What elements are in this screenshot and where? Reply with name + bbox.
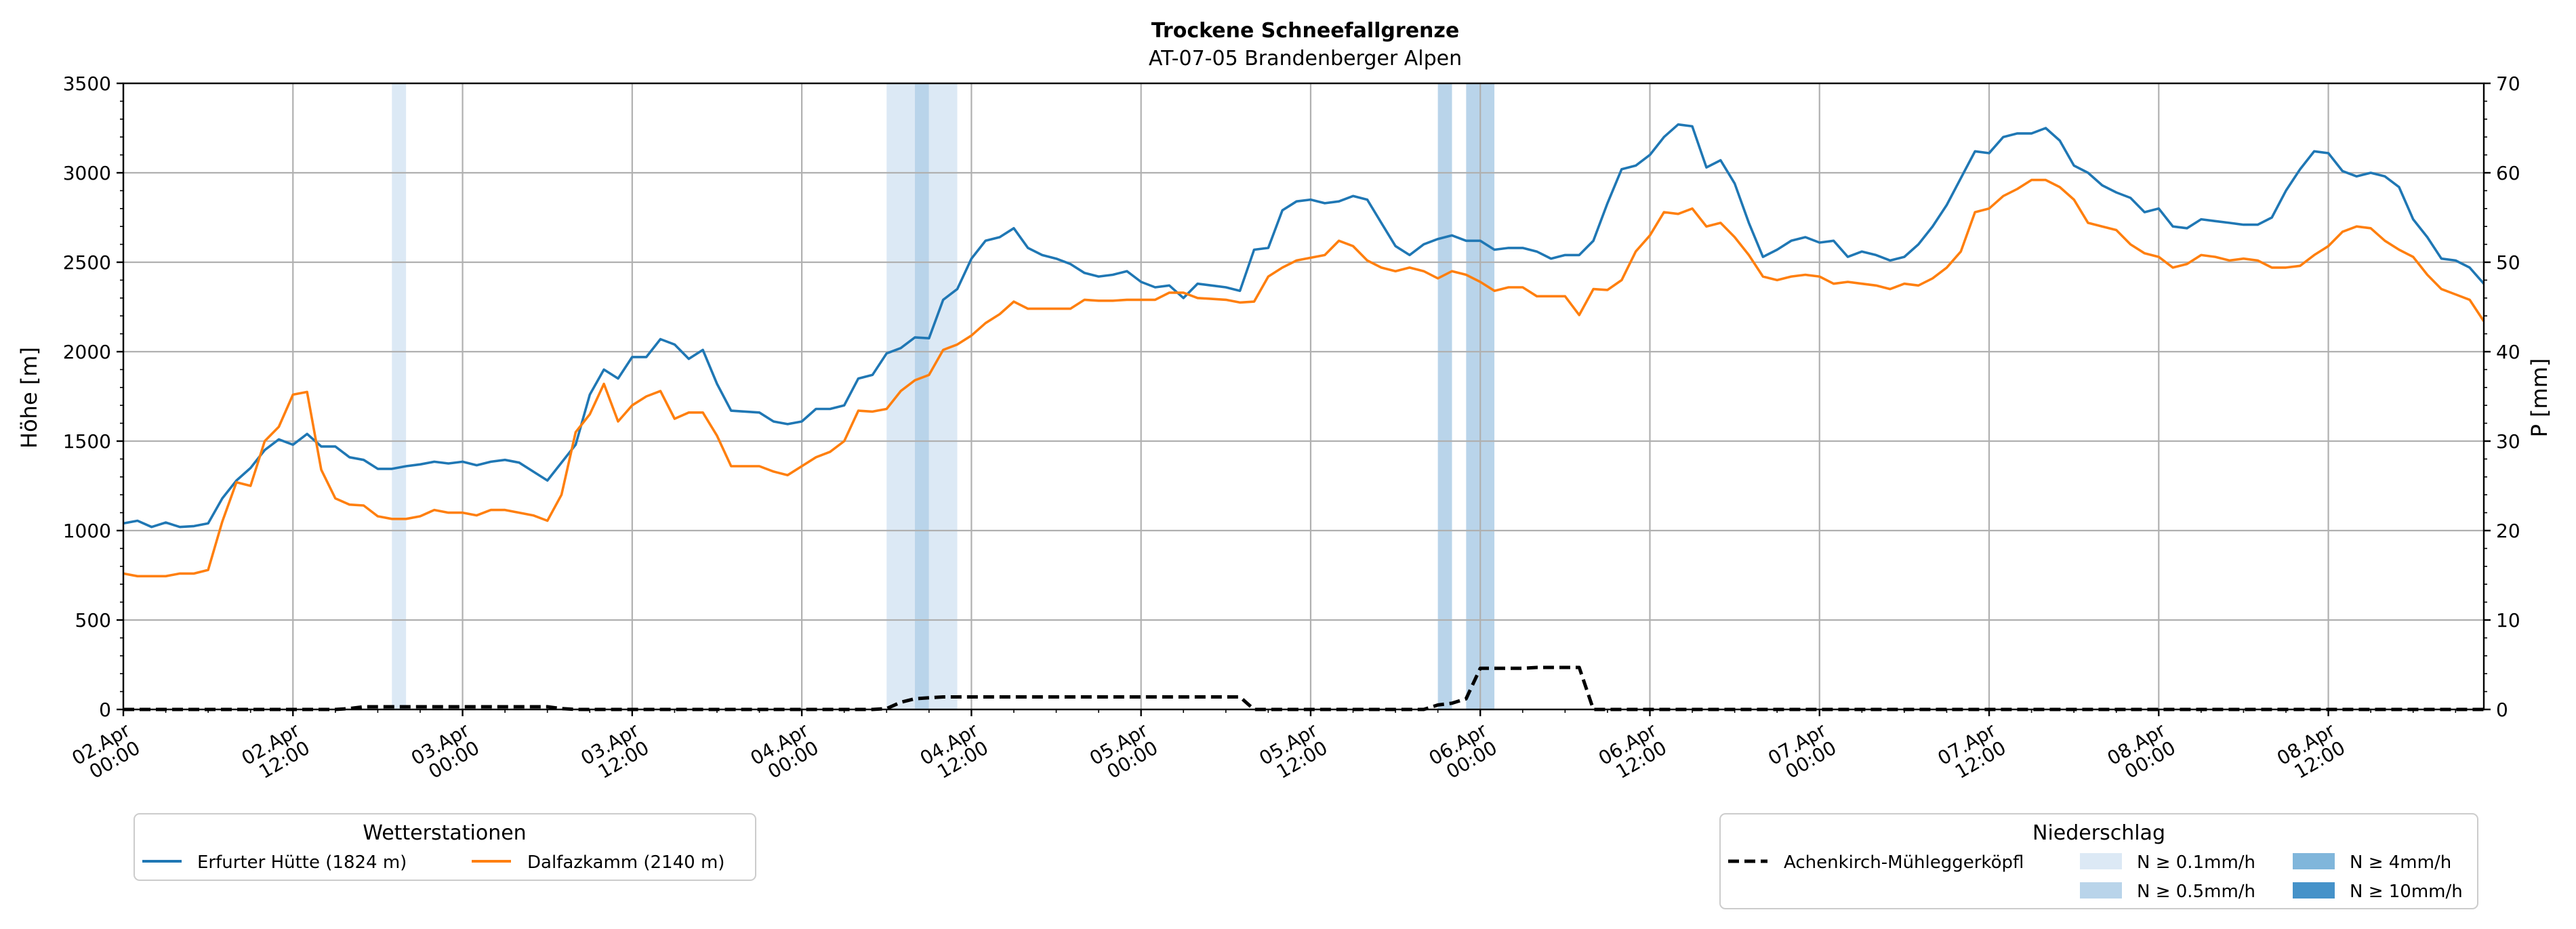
series-lines [123,123,2485,711]
y-tick-label-0: 0 [99,699,111,721]
y-tick-label-5: 2500 [63,251,111,274]
y-tick-label-6: 3000 [63,162,111,184]
y2-tick-label-3: 30 [2496,430,2520,453]
legend-label-precip-1: N ≥ 0.5mm/h [2137,882,2255,902]
y2-tick-label-0: 0 [2496,699,2508,721]
y2-tick-label-2: 20 [2496,520,2520,542]
stations-legend-frame [134,813,756,881]
legend-label-dalfazkamm: Dalfazkamm (2140 m) [527,852,724,873]
precip-band-4 [1437,83,1452,709]
legend-swatch-precip-1 [2080,882,2122,899]
precip-band-3 [928,83,958,709]
stations-legend: Wetterstationen Erfurter Hütte (1824 m) … [134,813,756,881]
y2-tick-label-6: 60 [2496,162,2520,184]
legend-swatch-precip-0 [2080,853,2122,869]
y2-tick-label-5: 50 [2496,251,2520,274]
precip-band-0 [392,83,407,709]
precip-legend: Niederschlag Achenkirch-Mühleggerköpfl N… [1719,813,2478,909]
y-tick-label-2: 1000 [63,520,111,542]
chart-subtitle: AT-07-05 Brandenberger Alpen [1149,47,1462,70]
series-line-2 [123,665,2484,711]
y2-tick-label-7: 70 [2496,73,2520,95]
y-tick-label-3: 1500 [63,430,111,453]
precip-legend-title: Niederschlag [2032,821,2165,845]
plot-frame [122,82,2485,711]
legend-label-precip-0: N ≥ 0.1mm/h [2137,852,2255,873]
precip-band-1 [886,83,915,709]
y2-tick-label-1: 10 [2496,609,2520,632]
y2-axis-label: P [mm] [2527,358,2552,438]
y-tick-label-7: 3500 [63,73,111,95]
legend-label-achenkirch: Achenkirch-Mühleggerköpfl [1784,852,2024,873]
y-axis-label: Höhe [m] [16,347,42,449]
precip-band-2 [914,83,929,709]
chart-title: Trockene Schneefallgrenze [1151,19,1459,43]
legend-swatch-precip-3 [2293,882,2335,899]
legend-label-precip-3: N ≥ 10mm/h [2350,882,2463,902]
series-line-1 [123,178,2485,578]
series-line-0 [123,123,2485,529]
stations-legend-title: Wetterstationen [363,821,526,845]
y-tick-label-1: 500 [75,609,111,632]
legend-swatch-precip-2 [2293,853,2335,869]
legend-label-precip-2: N ≥ 4mm/h [2350,852,2451,873]
y2-tick-label-4: 40 [2496,341,2520,363]
legend-label-erfurter: Erfurter Hütte (1824 m) [197,852,407,873]
y-tick-label-4: 2000 [63,341,111,363]
